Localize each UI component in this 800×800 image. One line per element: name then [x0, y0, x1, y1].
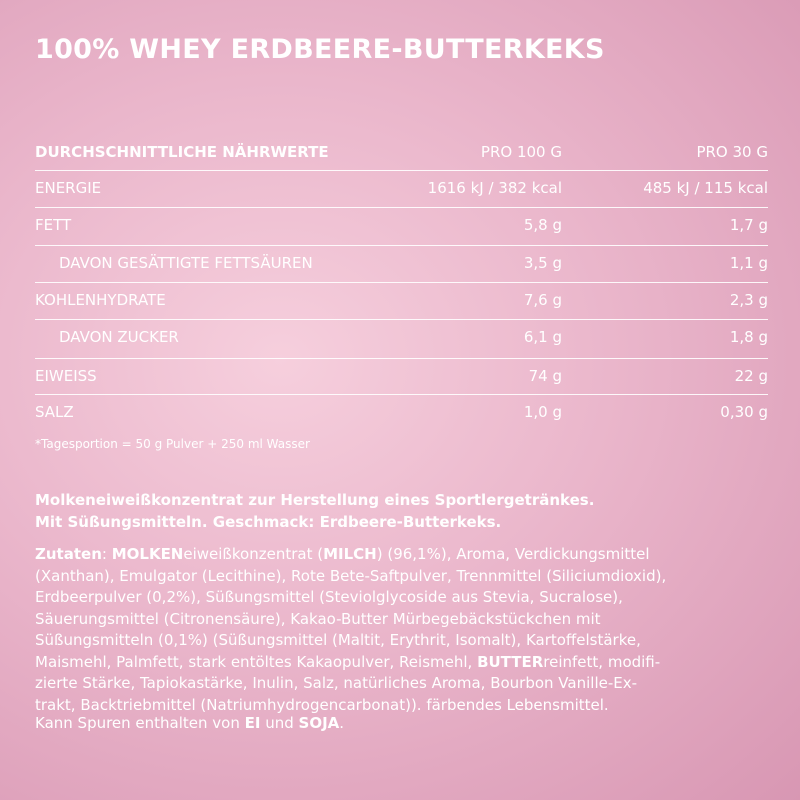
table-row: KOHLENHYDRATE 7,6 g 2,3 g [35, 283, 768, 320]
value-per100: 74 g [528, 367, 562, 385]
description-line: Mit Süßungsmitteln. Geschmack: Erdbeere-… [35, 512, 502, 531]
text-segment: . [339, 714, 345, 732]
value-per100: 5,8 g [523, 216, 562, 234]
value-per100: 7,6 g [523, 291, 562, 309]
text-segment: und [260, 714, 299, 732]
header-per100: PRO 100 G [480, 143, 562, 161]
header-per30: PRO 30 G [696, 143, 768, 161]
text-segment: BUTTER [477, 652, 544, 671]
value-per30: 1,1 g [729, 254, 768, 272]
row-label: KOHLENHYDRATE [35, 291, 166, 309]
table-row: SALZ 1,0 g 0,30 g [35, 395, 768, 432]
table-row: DAVON ZUCKER 6,1 g 1,8 g [35, 320, 768, 357]
row-separator [35, 319, 768, 320]
value-per30: 0,30 g [720, 403, 768, 421]
table-row: FETT 5,8 g 1,7 g [35, 208, 768, 245]
row-separator [35, 394, 768, 395]
ingredients-line: Erdbeerpulver (0,2%), Süßungsmittel (Ste… [35, 588, 623, 606]
row-separator [35, 170, 768, 171]
row-label: ENERGIE [35, 179, 102, 197]
value-per100: 6,1 g [523, 328, 562, 346]
row-separator [35, 207, 768, 208]
text-segment: MILCH [323, 545, 377, 563]
ingredients-line: Süßungsmitteln (0,1%) (Süßungsmittel (Ma… [35, 631, 641, 649]
value-per30: 22 g [734, 367, 768, 385]
text-segment: SOJA [298, 714, 340, 732]
text-segment: Säuerungsmittel (Citronensäure), Kakao-B… [35, 609, 601, 628]
text-segment: trakt, Backtriebmittel (Natriumhydrogenc… [35, 695, 609, 714]
row-label: DAVON GESÄTTIGTE FETTSÄUREN [59, 254, 313, 272]
text-segment: reinfett, modifi- [543, 652, 661, 671]
row-separator [35, 245, 768, 246]
text-segment: eiweißkonzentrat ( [183, 545, 324, 563]
row-label: FETT [35, 216, 72, 234]
ingredients-line: zierte Stärke, Tapiokastärke, Inulin, Sa… [35, 674, 637, 692]
table-row: ENERGIE 1616 kJ / 382 kcal 485 kJ / 115 kc… [35, 171, 768, 208]
value-per100: 1616 kJ / 382 kcal [427, 179, 562, 197]
title: 100% WHEY ERDBEERE-BUTTERKEKS [35, 34, 605, 65]
text-segment: Zutaten [35, 545, 102, 563]
text-segment: (Xanthan), Emulgator (Lecithine), Rote B… [35, 566, 667, 585]
description-line: Molkeneiweißkonzentrat zur Herstellung e… [35, 491, 595, 509]
ingredients-line: Maismehl, Palmfett, stark entöltes Kakao… [35, 653, 660, 671]
text-segment: Erdbeerpulver (0,2%), Süßungsmittel (Ste… [35, 588, 623, 606]
text-segment: : [101, 545, 112, 563]
table-row: EIWEISS 74 g 22 g [35, 359, 768, 396]
row-label: SALZ [35, 403, 74, 421]
text-segment: ) (96,1%), Aroma, Verdickungsmittel [376, 545, 650, 563]
table-header: DURCHSCHNITTLICHE NÄHRWERTE PRO 100 G PRO … [35, 135, 768, 172]
text-segment: zierte Stärke, Tapiokastärke, Inulin, Sa… [35, 674, 638, 692]
text-segment: MOLKEN [111, 545, 184, 563]
ingredients-line: Säuerungsmittel (Citronensäure), Kakao-B… [35, 610, 601, 628]
value-per30: 1,8 g [729, 328, 768, 346]
row-label: DAVON ZUCKER [59, 328, 179, 346]
ingredients-line: trakt, Backtriebmittel (Natriumhydrogenc… [35, 696, 609, 714]
value-per100: 1,0 g [523, 403, 562, 421]
value-per30: 2,3 g [729, 291, 768, 309]
row-separator [35, 282, 768, 283]
table-row: DAVON GESÄTTIGTE FETTSÄUREN 3,5 g 1,1 g [35, 246, 768, 283]
text-segment: Kann Spuren enthalten von [35, 714, 245, 732]
value-per30: 485 kJ / 115 kcal [643, 179, 768, 197]
row-separator [35, 358, 768, 359]
text-segment: Süßungsmitteln (0,1%) (Süßungsmittel (Ma… [35, 631, 641, 649]
value-per30: 1,7 g [729, 216, 768, 234]
footnote: *Tagesportion = 50 g Pulver + 250 ml Was… [35, 437, 310, 451]
allergens-line: Kann Spuren enthalten von EI und SOJA. [35, 714, 344, 732]
header-label: DURCHSCHNITTLICHE NÄHRWERTE [35, 143, 329, 161]
value-per100: 3,5 g [523, 254, 562, 272]
text-segment: Maismehl, Palmfett, stark entöltes Kakao… [35, 652, 478, 671]
ingredients-line: Zutaten: MOLKENeiweißkonzentrat (MILCH) … [35, 545, 650, 563]
ingredients-line: (Xanthan), Emulgator (Lecithine), Rote B… [35, 567, 666, 585]
text-segment: EI [244, 714, 261, 732]
row-label: EIWEISS [35, 367, 97, 385]
